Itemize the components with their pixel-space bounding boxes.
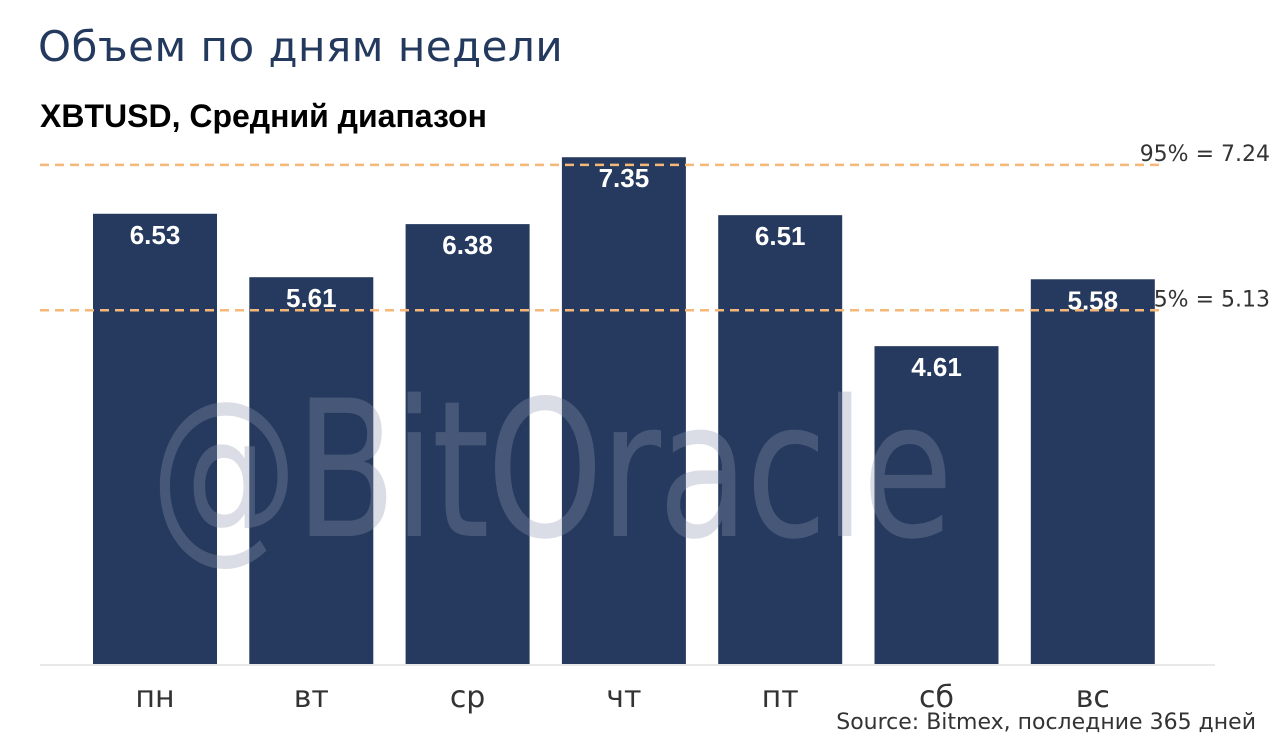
data-label-вт: 5.61 (286, 283, 337, 313)
data-label-пт: 6.51 (755, 221, 806, 251)
data-label-чт: 7.35 (599, 163, 650, 193)
bar-ср (405, 224, 530, 664)
x-tick-label-пн: пн (135, 680, 174, 715)
source-note: Source: Bitmex, последние 365 дней (836, 710, 1256, 735)
bar-вс (1030, 279, 1155, 664)
data-label-ср: 6.38 (442, 230, 493, 260)
x-tick-label-чт: чт (606, 680, 641, 715)
chart-subtitle: XBTUSD, Средний диапазон (40, 98, 487, 134)
bar-чт (561, 157, 686, 664)
bar-пт (718, 215, 843, 664)
x-tick-label-ср: ср (450, 680, 486, 715)
reference-label-p5: 5% = 5.13 (1154, 287, 1270, 312)
bar-пн (93, 213, 217, 664)
x-tick-label-пт: пт (762, 680, 799, 715)
x-tick-label-сб: сб (919, 680, 954, 715)
reference-label-p95: 95% = 7.24 (1140, 142, 1270, 167)
bar-вт (249, 277, 374, 664)
data-label-сб: 4.61 (911, 352, 962, 382)
x-tick-label-вс: вс (1076, 680, 1110, 715)
bar-сб (874, 346, 999, 664)
x-tick-label-вт: вт (294, 680, 329, 715)
data-label-пн: 6.53 (130, 220, 181, 250)
chart-title: Объем по дням недели (38, 22, 564, 71)
